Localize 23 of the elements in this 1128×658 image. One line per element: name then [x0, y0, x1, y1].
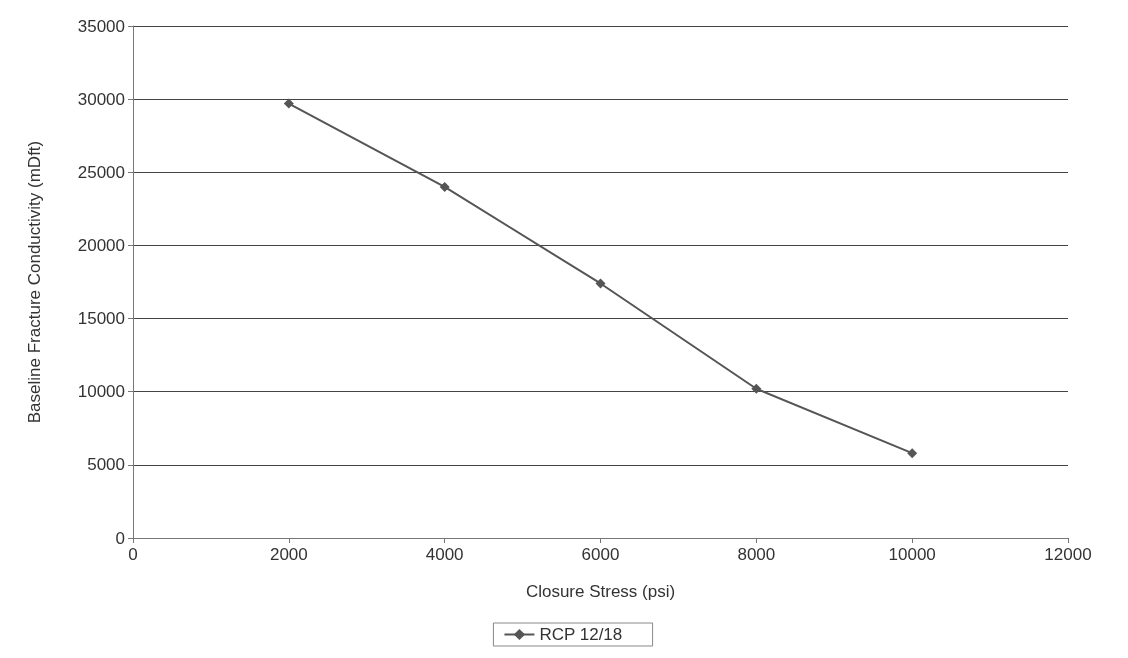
x-tick-label: 12000	[1044, 545, 1092, 564]
point	[751, 383, 762, 394]
point	[907, 448, 918, 459]
y-tick-label: 25000	[77, 162, 125, 182]
point	[595, 278, 606, 289]
y-tick-label: 30000	[77, 89, 125, 109]
y-tick-label: 10000	[77, 382, 125, 402]
y-tick-label: 0	[115, 528, 125, 548]
point	[283, 98, 294, 109]
y-tick-label: 35000	[77, 16, 125, 36]
point	[439, 181, 450, 192]
x-tick-label: 10000	[888, 545, 936, 564]
x-tick-label: 6000	[581, 545, 620, 564]
legend-label: RCP 12/18	[539, 625, 623, 644]
y-tick-label: 20000	[77, 235, 125, 255]
x-tick-label: 8000	[737, 545, 776, 564]
x-tick-label: 2000	[269, 545, 308, 564]
y-tick-label: 15000	[77, 309, 125, 329]
x-tick-label: 4000	[425, 545, 464, 564]
y-tick-label: 5000	[87, 455, 125, 475]
x-tick-label: 0	[128, 545, 138, 564]
y-axis-title: Baseline Fracture Conductivity (mDft)	[25, 140, 44, 424]
x-axis-title: Closure Stress (psi)	[525, 582, 676, 601]
